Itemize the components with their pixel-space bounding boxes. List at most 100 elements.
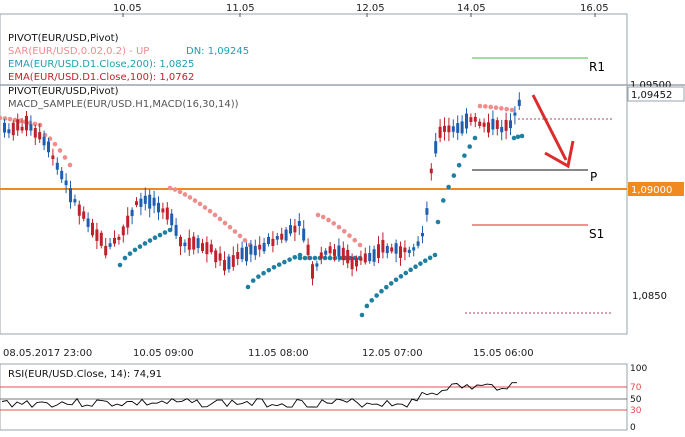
pivot-indicator-label[interactable]: PIVOT(EUR/USD,Pivot) [8, 33, 119, 44]
sar-dot [418, 261, 423, 266]
candle-body [64, 180, 68, 186]
candle-body [372, 249, 376, 262]
candle-body [509, 120, 512, 129]
price-axis[interactable]: 1,09500 1,09452 1,09000 1,0850 [627, 80, 685, 302]
sar-dot [398, 274, 404, 279]
sar-dot [217, 216, 223, 222]
candle-body [187, 237, 191, 250]
candle-body [258, 244, 262, 250]
candle-body [170, 213, 174, 226]
price-label-1-09500: 1,09500 [630, 80, 671, 91]
forecast-arrow [531, 94, 575, 169]
top-date-label: 10.05 [113, 3, 142, 14]
rsi-axis-0: 0 [630, 423, 636, 433]
sar-dot [320, 214, 326, 220]
macd-indicator-label[interactable]: MACD_SAMPLE(EUR/USD.H1,MACD(16,30,14)) [8, 99, 239, 110]
candle-body [491, 118, 495, 130]
sar-dot [261, 270, 266, 276]
candle-body [271, 238, 275, 246]
candle-body [38, 132, 42, 140]
sar-dot [384, 284, 389, 290]
rsi-indicator-label[interactable]: RSI(EUR/USD.Close, 14): 74,91 [8, 369, 162, 380]
candle-body [51, 155, 55, 160]
candle-body [214, 250, 218, 263]
sar-dot [336, 224, 342, 230]
candle-body [55, 162, 59, 170]
sar-dot [242, 238, 248, 243]
sar-indicator-label[interactable]: SAR(EUR/USD,0.02,0.2) - UP [8, 46, 149, 57]
sar-dot [202, 205, 208, 210]
sar-dot [446, 184, 451, 190]
candle-body [121, 226, 125, 236]
sar-dot [331, 221, 337, 226]
r1-label: R1 [589, 60, 605, 74]
sar-dot [62, 155, 68, 160]
top-date-axis: 10.05 11.05 12.05 14.05 16.05 [113, 3, 609, 17]
ema100-indicator-label[interactable]: EMA(EUR/USD.D1.Close,100): 1,0762 [8, 72, 194, 83]
bottom-date-axis: 08.05.2017 23:00 10.05 09:00 11.05 08:00… [3, 348, 534, 359]
sar-dot [292, 254, 298, 260]
sar-dot [515, 134, 521, 140]
sar-dot [147, 238, 153, 243]
sar-dot [127, 251, 133, 256]
candle-body [517, 99, 521, 106]
candle-body [482, 122, 486, 127]
candle-body [377, 244, 380, 259]
sar-dot [519, 133, 525, 139]
candle-body [399, 246, 402, 258]
sar-dot [483, 104, 488, 109]
candle-body [425, 208, 429, 215]
pivot-label: P [590, 170, 597, 184]
candle-body [412, 247, 416, 251]
candle-body [77, 204, 81, 216]
sar-dot [359, 312, 365, 318]
sar-dot [117, 262, 123, 268]
candle-body [179, 236, 182, 247]
sar-dot [187, 195, 193, 200]
candle-body [500, 126, 504, 133]
candle-body [183, 242, 187, 247]
sar-dot [422, 258, 428, 264]
candle-body [174, 224, 178, 236]
candle-body [201, 243, 204, 251]
candle-body [284, 229, 288, 241]
candle-body [438, 126, 442, 138]
candle-body [355, 257, 358, 267]
sar-dot [435, 219, 441, 225]
candle-body [135, 201, 138, 206]
rsi-line [1, 382, 517, 408]
sar-dot [352, 237, 358, 243]
candle-body [319, 252, 323, 259]
sar-dot [167, 185, 173, 191]
rsi-pane[interactable]: RSI(EUR/USD.Close, 14): 74,91 100 70 50 … [0, 363, 647, 433]
sar-dot [271, 265, 277, 270]
candle-body [315, 263, 319, 267]
candle-body [47, 141, 50, 153]
sar-dot [162, 230, 168, 235]
sar-dot [307, 255, 313, 261]
current-price-tag [627, 86, 685, 102]
sar-dot [197, 201, 203, 207]
sar-dot [432, 252, 438, 258]
sar-dot [347, 233, 352, 238]
main-plot-frame [0, 13, 628, 335]
candle-body [148, 194, 152, 209]
pivot2-indicator-label[interactable]: PIVOT(EUR/USD,Pivot) [8, 86, 119, 97]
sar-dot [245, 284, 251, 290]
ema200-indicator-label[interactable]: EMA(EUR/USD.D1.Close,200): 1,0825 [8, 59, 194, 70]
candle-body [429, 168, 433, 174]
sar-dot [237, 233, 243, 239]
current-price-label: 1,09452 [631, 90, 672, 101]
sar-dot [52, 141, 58, 147]
candle-body [236, 252, 240, 259]
candle-body [130, 209, 134, 217]
sar-dot [364, 303, 370, 309]
sar-dot [357, 242, 363, 248]
candle-body [262, 242, 266, 252]
candle-body [478, 121, 482, 126]
candle-body [381, 239, 385, 253]
candle-body [289, 225, 292, 234]
candle-body [95, 229, 99, 241]
